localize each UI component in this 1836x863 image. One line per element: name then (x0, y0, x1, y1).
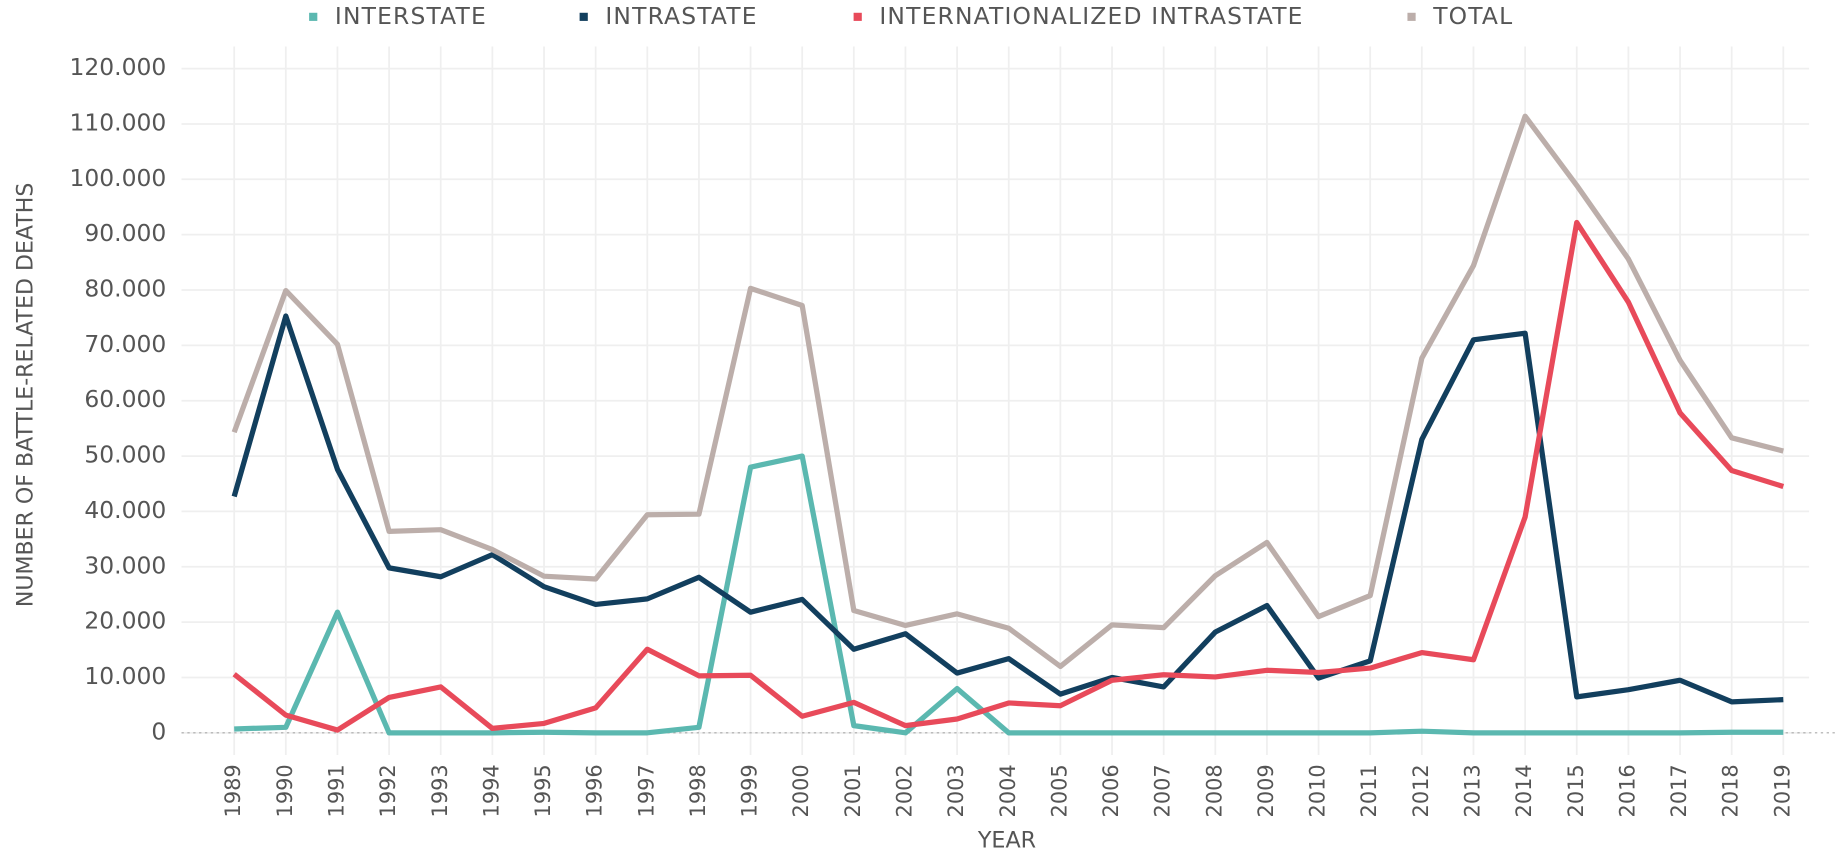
legend-swatch (1407, 12, 1416, 21)
x-tick-label: 2004 (996, 764, 1020, 817)
x-tick-label: 1990 (273, 764, 297, 817)
legend-label: TOTAL (1432, 3, 1513, 30)
series-line (231, 313, 1784, 705)
legend-label: INTRASTATE (605, 3, 757, 30)
x-tick-label: 2016 (1615, 764, 1639, 817)
y-tick-label: 40.000 (84, 497, 166, 524)
y-tick-label: 20.000 (84, 608, 166, 635)
series-line (232, 219, 1785, 733)
legend-swatch (309, 12, 318, 21)
x-tick-label: 2011 (1357, 764, 1381, 817)
x-tick-label: 2014 (1512, 764, 1536, 817)
x-tick-label: 2000 (789, 764, 813, 817)
x-tick-label: 2012 (1409, 764, 1433, 817)
legend-swatch (579, 12, 588, 21)
legend-swatch (853, 12, 862, 21)
x-tick-label: 2005 (1047, 764, 1071, 817)
series-line (234, 453, 1784, 736)
x-tick-label: 1992 (376, 764, 400, 817)
x-tick-label: 1999 (738, 764, 762, 817)
x-tick-label: 1995 (531, 764, 555, 817)
x-tick-label: 2001 (841, 764, 865, 817)
x-tick-label: 1994 (479, 764, 503, 817)
x-tick-label: 2002 (892, 764, 916, 817)
x-tick-label: 2019 (1770, 764, 1794, 817)
legend-label: INTERSTATE (335, 3, 487, 30)
y-tick-label: 10.000 (84, 663, 166, 690)
x-tick-label: 1991 (324, 764, 348, 817)
y-tick-label: 100.000 (69, 165, 166, 192)
y-tick-label: 80.000 (84, 276, 166, 303)
x-tick-label: 2013 (1460, 764, 1484, 817)
series-line (231, 113, 1784, 670)
x-tick-label: 1997 (634, 764, 658, 817)
x-tick-label: 1996 (583, 764, 607, 817)
x-tick-label: 2007 (1151, 764, 1175, 817)
x-tick-label: 2015 (1564, 764, 1588, 817)
x-tick-label: 2017 (1667, 764, 1691, 817)
y-tick-label: 0 (151, 718, 166, 745)
x-tick-label: 2003 (944, 764, 968, 817)
y-axis-label: NUMBER OF BATTLE-RELATED DEATHS (12, 183, 38, 607)
y-tick-label: 120.000 (69, 54, 166, 81)
y-tick-label: 30.000 (84, 552, 166, 579)
x-tick-label: 1989 (221, 764, 245, 817)
x-tick-label: 1998 (686, 764, 710, 817)
legend-label: INTERNATIONALIZED INTRASTATE (879, 3, 1303, 30)
y-tick-label: 50.000 (84, 442, 166, 469)
x-axis-label: YEAR (977, 827, 1036, 853)
x-tick-label: 2018 (1719, 764, 1743, 817)
y-tick-label: 60.000 (84, 386, 166, 413)
y-tick-label: 110.000 (69, 110, 166, 137)
x-tick-label: 1993 (428, 764, 452, 817)
x-tick-label: 2010 (1306, 764, 1330, 817)
y-tick-label: 70.000 (84, 331, 166, 358)
x-tick-label: 2006 (1099, 764, 1123, 817)
x-tick-label: 2008 (1202, 764, 1226, 817)
y-tick-label: 90.000 (84, 220, 166, 247)
x-tick-label: 2009 (1254, 764, 1278, 817)
